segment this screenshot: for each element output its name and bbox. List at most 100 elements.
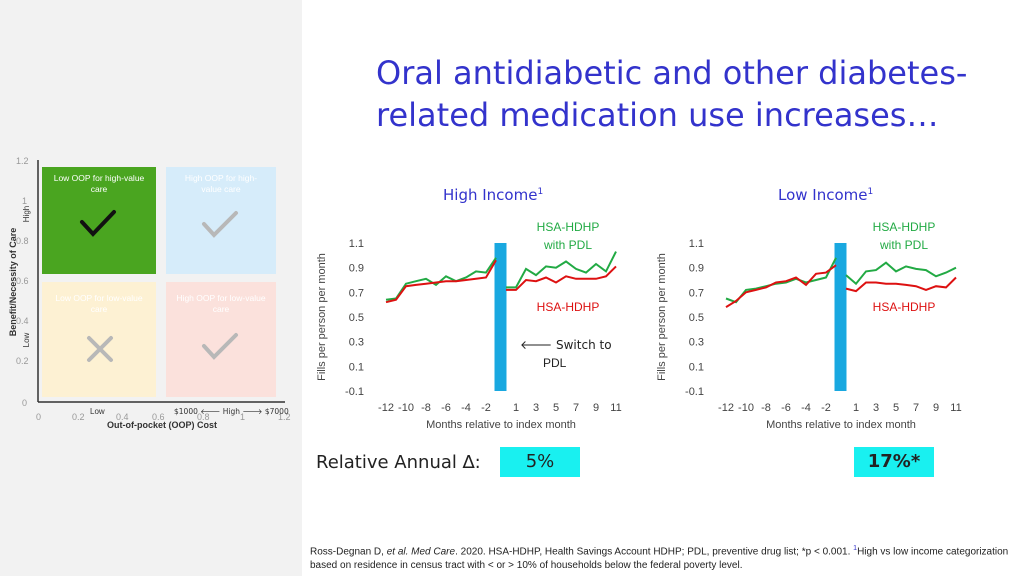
x-tick-label: 9 [593, 402, 599, 414]
quad-cell-high-oop-low-value [166, 282, 276, 397]
switch-annotation-line1: 🡐 Switch to [520, 338, 612, 352]
legend-green-line1: HSA-HDHP [873, 220, 936, 234]
footer-text: . 2020. HSA-HDHP, Health Savings Account… [455, 546, 854, 558]
series-line-pre [385, 259, 497, 304]
x-tick-label: 5 [893, 402, 899, 414]
quadrant-figure: 1.2 1 0.8 0.6 0.4 0.2 0 0 0.2 0.4 0.6 0.… [8, 156, 291, 430]
quad-ytick: 1 [22, 196, 27, 206]
series-line-pre [385, 257, 497, 301]
series-line-post [845, 261, 957, 286]
x-tick-label: -4 [461, 402, 471, 414]
quad-ylabel: Benefit/Necessity of Care [8, 228, 18, 337]
y-tick-label: 0.7 [349, 287, 364, 299]
x-tick-label: 1 [853, 402, 859, 414]
footer-citation: Ross-Degnan D, et al. Med Care. 2020. HS… [310, 542, 1010, 573]
y-tick-label: 0.1 [349, 361, 364, 373]
y-tick-label: 0.9 [689, 263, 704, 275]
series-line-post [506, 265, 617, 291]
chart-low-income: Fills per person per month -0.1 0.1 0.3 0.5 0… [656, 220, 962, 431]
legend-green-line1: HSA-HDHP [537, 220, 600, 234]
switch-bar [834, 243, 847, 391]
chart-heading-text: High Income [443, 186, 538, 204]
check-icon [202, 211, 238, 238]
x-axis-label: Months relative to index month [766, 419, 916, 431]
quad-xtick: 1.2 [278, 412, 291, 422]
x-tick-label: -12 [378, 402, 394, 414]
x-tick-label: -10 [398, 402, 414, 414]
quad-cell-label: High OOP for low-value care [176, 293, 265, 314]
relative-value-low-income: 17%* [854, 447, 934, 477]
quad-cell-label: Low OOP for high-value care [54, 173, 145, 194]
footnote-marker: 1 [853, 545, 858, 552]
cross-icon [87, 336, 113, 362]
y-tick-label: 0.3 [349, 337, 364, 349]
quad-ytick: 0.8 [16, 236, 29, 246]
x-tick-label: -12 [718, 402, 734, 414]
quad-xtick: 0.6 [152, 412, 165, 422]
y-tick-label: 0.1 [689, 361, 704, 373]
footnote-marker: 1 [867, 187, 874, 197]
quad-xtick: 0.4 [116, 412, 129, 422]
footer-text: High vs low income categorization based … [310, 546, 1009, 572]
y-tick-label: -0.1 [345, 386, 364, 398]
x-tick-label: 11 [950, 402, 961, 414]
quad-cell-low-oop-low-value [42, 282, 156, 397]
x-tick-label: 5 [553, 402, 559, 414]
x-tick-label: -2 [481, 402, 491, 414]
x-tick-label: -10 [738, 402, 754, 414]
x-tick-label: 9 [933, 402, 939, 414]
quad-y-low: Low [22, 332, 31, 347]
quad-ytick: 0.4 [16, 316, 29, 326]
quad-xtick: 0 [36, 412, 41, 422]
y-tick-label: 0.7 [689, 287, 704, 299]
chart-heading-text: Low Income [778, 186, 868, 204]
series-line-post [506, 251, 617, 289]
quad-y-high: High [22, 206, 31, 222]
y-tick-label: -0.1 [685, 386, 704, 398]
switch-annotation-line2: PDL [543, 356, 567, 370]
chart-high-income: Fills per person per month -0.1 0.1 0.3 0.5 0… [316, 220, 622, 431]
x-tick-label: 7 [573, 402, 579, 414]
x-tick-label: -6 [781, 402, 791, 414]
legend-green-line2: with PDL [543, 238, 592, 252]
x-tick-label: -8 [761, 402, 771, 414]
legend-red: HSA-HDHP [873, 300, 936, 314]
quad-x-low: Low [90, 407, 105, 416]
x-tick-label: 3 [533, 402, 539, 414]
y-tick-label: 1.1 [349, 238, 364, 250]
quad-ytick: 1.2 [16, 156, 29, 166]
y-tick-label: 1.1 [689, 238, 704, 250]
relative-value-high-income: 5% [500, 447, 580, 477]
footnote-marker: 1 [537, 187, 544, 197]
page-title: Oral antidiabetic and other diabetes-rel… [376, 54, 968, 134]
chart-heading-high-income: High Income1 [443, 186, 543, 204]
y-tick-label: 0.5 [349, 312, 364, 324]
x-tick-label: 7 [913, 402, 919, 414]
quad-xlabel: Out-of-pocket (OOP) Cost [107, 420, 217, 430]
y-axis-label: Fills per person per month [316, 253, 328, 381]
y-tick-label: 0.3 [689, 337, 704, 349]
switch-bar [494, 243, 507, 391]
footer-text: Ross-Degnan D, [310, 546, 387, 558]
x-tick-label: 11 [610, 402, 621, 414]
chart-heading-low-income: Low Income1 [778, 186, 873, 204]
check-icon [80, 210, 116, 237]
relative-annual-label: Relative Annual ∆: [316, 452, 481, 473]
x-tick-label: -8 [421, 402, 431, 414]
quad-ytick: 0 [22, 398, 27, 408]
quad-cell-low-oop-high-value [42, 167, 156, 274]
x-tick-label: 3 [873, 402, 879, 414]
x-tick-label: -4 [801, 402, 811, 414]
quad-xtick: 0.8 [197, 412, 210, 422]
series-line-post [845, 276, 957, 293]
x-tick-label: -2 [821, 402, 831, 414]
check-icon [202, 333, 238, 360]
quad-cell-label: High OOP for high-value care [185, 173, 257, 194]
series-line-pre [725, 257, 837, 304]
quad-xtick: 0.2 [72, 412, 85, 422]
quad-ytick: 0.6 [16, 276, 29, 286]
y-axis-label: Fills per person per month [656, 253, 668, 381]
quad-ytick: 0.2 [16, 356, 29, 366]
x-axis-label: Months relative to index month [426, 419, 576, 431]
y-tick-label: 0.5 [689, 312, 704, 324]
